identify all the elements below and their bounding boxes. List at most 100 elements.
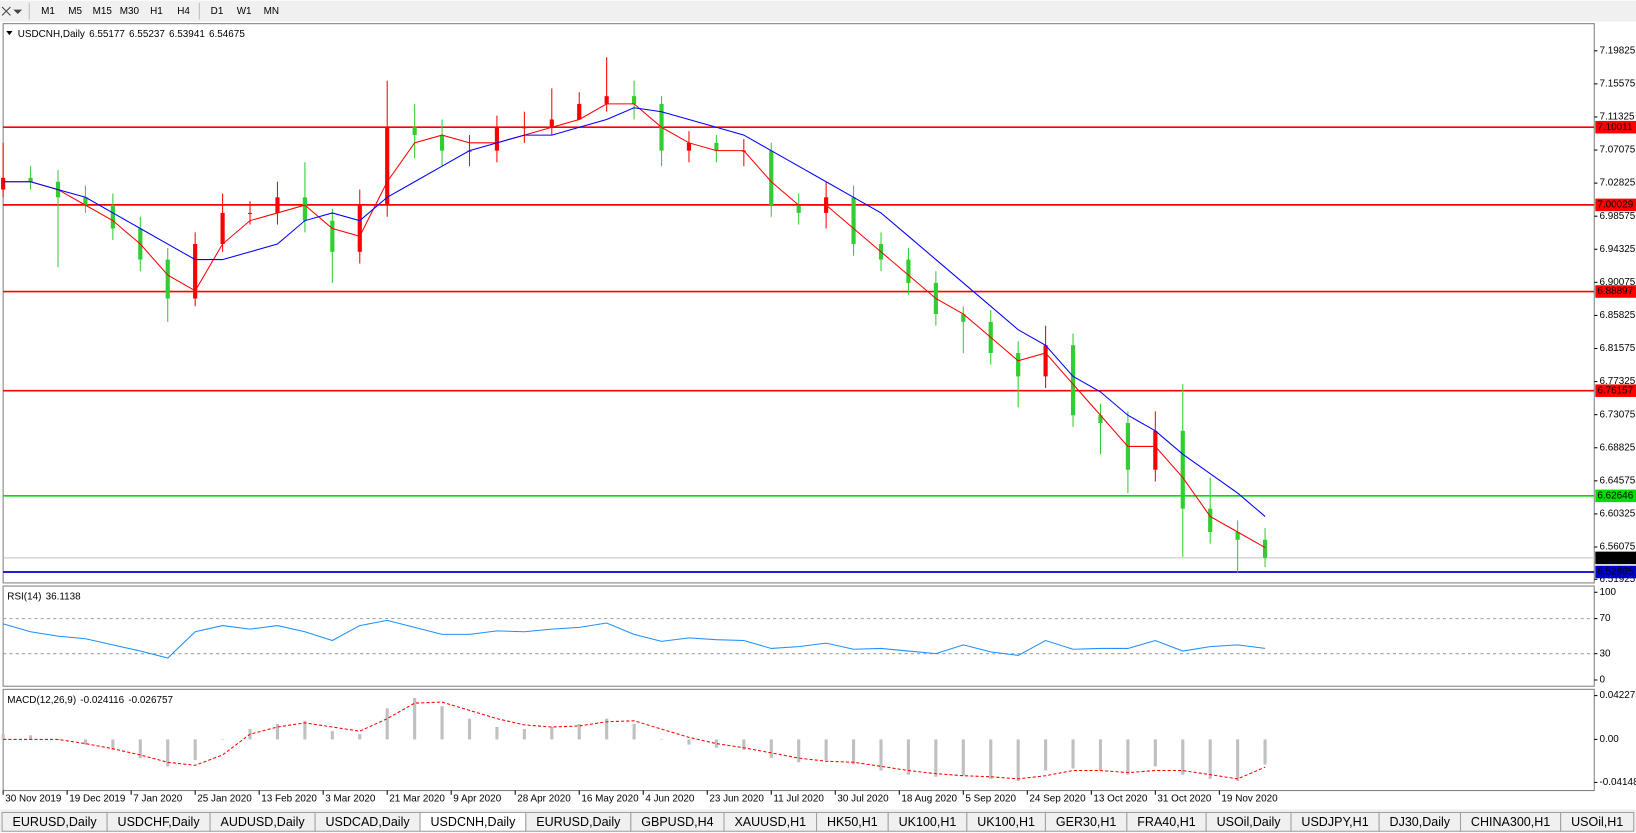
candle-body	[522, 127, 527, 129]
histogram-bar	[1181, 739, 1185, 775]
timeframe-button[interactable]	[115, 2, 143, 20]
tab-label[interactable]: AUDUSD,Daily	[220, 815, 305, 829]
timeframe-label[interactable]: H1	[150, 6, 163, 17]
tab-label[interactable]: FRA40,H1	[1137, 815, 1195, 829]
timeframe-button[interactable]	[203, 2, 231, 20]
y-tick-label: 0.00	[1599, 734, 1619, 745]
price-tag-label: 7.10011	[1597, 122, 1633, 133]
price-tag-label: 6.62646	[1597, 490, 1633, 501]
tab-label[interactable]: USDJPY,H1	[1301, 815, 1368, 829]
y-tick-label: 70	[1599, 613, 1611, 624]
histogram-bar	[83, 739, 87, 745]
y-tick-label: 6.56075	[1599, 542, 1635, 553]
panel-frame	[2, 585, 1595, 687]
timeframe-button[interactable]	[170, 2, 198, 20]
y-tick-label: -0.04148	[1599, 777, 1636, 788]
x-tick-label: 18 Aug 2020	[901, 794, 957, 805]
candle-body	[165, 259, 170, 299]
y-tick-label: 7.15575	[1599, 79, 1635, 90]
tab-label[interactable]: EURUSD,Daily	[13, 815, 98, 829]
candle-body	[385, 127, 390, 206]
tab-label[interactable]: XAUUSD,H1	[734, 815, 806, 829]
timeframe-button[interactable]	[142, 2, 171, 20]
price-tag	[1595, 120, 1636, 134]
y-tick-label: 6.77325	[1599, 376, 1635, 387]
y-tick-label: 6.94325	[1599, 244, 1635, 255]
candle-body	[330, 220, 335, 252]
candle-body	[577, 103, 582, 120]
x-tick-label: 13 Feb 2020	[261, 794, 317, 805]
timeframe-label[interactable]: M5	[68, 6, 82, 17]
histogram-bar	[522, 729, 526, 740]
x-tick-label: 9 Apr 2020	[453, 794, 501, 805]
candle-body	[1043, 345, 1048, 377]
histogram-bar	[1153, 739, 1157, 767]
header-title: USDCNH,Daily	[18, 29, 85, 40]
tab-label[interactable]: UK100,H1	[977, 815, 1035, 829]
symbol-menu-arrow[interactable]	[6, 30, 13, 36]
candle-body	[961, 314, 966, 322]
candle-body	[247, 212, 253, 214]
timeframe-label[interactable]: H4	[177, 6, 190, 17]
tab-label[interactable]: USOil,H1	[1571, 815, 1623, 829]
price-tag	[1595, 551, 1636, 565]
timeframe-label[interactable]: M30	[120, 6, 140, 17]
histogram-bar	[851, 739, 856, 765]
histogram-bar	[659, 739, 664, 740]
tab-label[interactable]: GBPUSD,H4	[641, 815, 713, 829]
histogram-bar	[961, 739, 965, 776]
y-tick-label: 6.68825	[1599, 442, 1635, 453]
header-value: -0.024116	[80, 694, 124, 705]
candle-body	[193, 244, 198, 299]
tab-label[interactable]: USDCAD,Daily	[325, 815, 410, 829]
header-value: -0.026757	[128, 694, 173, 705]
tab[interactable]	[1560, 811, 1635, 832]
moving-average	[3, 107, 1266, 517]
tab-label[interactable]: HK50,H1	[827, 815, 878, 829]
tab-label[interactable]: USOil,Daily	[1217, 815, 1282, 829]
histogram-bar	[577, 723, 581, 740]
candle-body	[302, 197, 307, 221]
price-tag	[1595, 489, 1636, 503]
histogram-bar	[111, 739, 115, 750]
histogram-bar	[632, 723, 636, 740]
tab-label[interactable]: DJ30,Daily	[1390, 815, 1451, 829]
candle-body	[851, 197, 856, 245]
timeframe-button[interactable]	[257, 2, 285, 20]
histogram-bar	[330, 731, 334, 740]
timeframe-label[interactable]: D1	[211, 6, 224, 17]
timeframe-label[interactable]: W1	[237, 6, 252, 17]
y-tick-label: 7.19825	[1599, 45, 1635, 56]
candle-body	[686, 142, 692, 151]
header-value: 6.55177	[89, 29, 125, 40]
timeframe-button[interactable]	[34, 2, 62, 20]
x-tick-label: 5 Sep 2020	[965, 794, 1016, 805]
price-tag	[1595, 198, 1636, 212]
tab-label[interactable]: CHINA300,H1	[1471, 815, 1550, 829]
histogram-bar	[138, 739, 142, 759]
x-tick-label: 4 Jun 2020	[645, 794, 695, 805]
price-tag-label: 6.54675	[1597, 553, 1633, 564]
timeframe-button[interactable]	[230, 2, 258, 20]
tab-label[interactable]: EURUSD,Daily	[536, 815, 621, 829]
timeframe-button[interactable]	[88, 2, 116, 20]
tab-label[interactable]: UK100,H1	[899, 815, 957, 829]
timeframe-label[interactable]: M15	[93, 6, 113, 17]
tab-label[interactable]: USDCNH,Daily	[431, 815, 517, 829]
candle-body	[632, 96, 637, 104]
candle-body	[28, 177, 33, 182]
candle-body	[439, 135, 445, 151]
x-tick-label: 11 Jul 2020	[773, 794, 824, 805]
tab-label[interactable]: GER30,H1	[1056, 815, 1117, 829]
timeframe-label[interactable]: M1	[41, 6, 55, 17]
timeframe-button[interactable]	[61, 2, 89, 20]
y-tick-label: 0.042275	[1599, 690, 1636, 701]
x-tick-label: 25 Jan 2020	[197, 794, 252, 805]
histogram-bar	[440, 706, 444, 740]
timeframe-label[interactable]: MN	[264, 6, 279, 17]
toolbar-icon[interactable]	[1, 6, 23, 16]
tab-label[interactable]: USDCHF,Daily	[118, 815, 201, 829]
header-title: MACD(12,26,9)	[7, 694, 76, 705]
candle-body	[796, 205, 801, 213]
candle-body	[110, 205, 115, 229]
